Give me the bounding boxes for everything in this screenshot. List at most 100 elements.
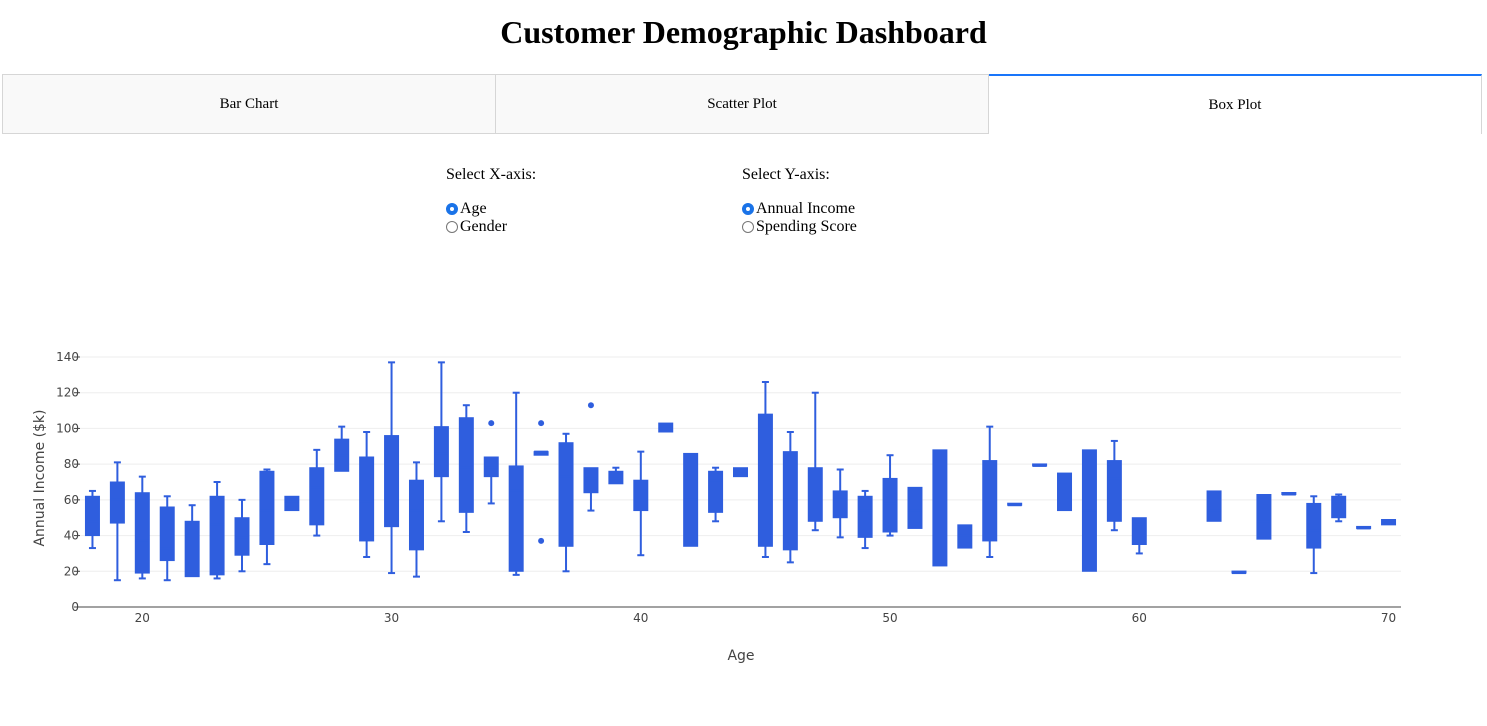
box-age-64[interactable] — [1231, 570, 1247, 575]
page-title: Customer Demographic Dashboard — [500, 14, 987, 50]
box-age-29[interactable] — [359, 431, 375, 558]
box-age-58[interactable] — [1081, 449, 1097, 572]
box-age-22[interactable] — [184, 504, 200, 578]
y-tick-label: 60 — [64, 493, 79, 507]
box-age-35[interactable] — [508, 391, 524, 576]
y-axis-option-spending-score[interactable]: Spending Score — [742, 218, 857, 236]
box-age-42[interactable] — [683, 452, 699, 547]
box-age-43[interactable] — [708, 466, 724, 523]
box-body — [907, 486, 923, 529]
box-age-24[interactable] — [234, 498, 250, 573]
tab-scatter-plot[interactable]: Scatter Plot — [496, 74, 989, 134]
box-body — [458, 417, 474, 513]
tab-bar: Bar Chart Scatter Plot Box Plot — [2, 74, 1482, 134]
box-age-45[interactable] — [757, 381, 773, 558]
box-body — [1331, 495, 1347, 519]
x-axis-option-gender[interactable]: Gender — [446, 218, 536, 236]
x-axis-label: Select X-axis: — [446, 166, 537, 183]
box-body — [309, 467, 325, 526]
y-tick-label: 80 — [64, 457, 79, 471]
box-age-55[interactable] — [1007, 502, 1023, 507]
box-age-47[interactable] — [807, 391, 823, 532]
box-body — [259, 470, 275, 546]
x-axis-option-age[interactable]: Age — [446, 200, 536, 218]
box-age-69[interactable] — [1356, 525, 1372, 530]
outlier-point — [488, 420, 495, 427]
box-age-66[interactable] — [1281, 492, 1297, 496]
box-age-36[interactable] — [533, 420, 549, 544]
box-body — [832, 490, 848, 519]
box-body — [882, 477, 898, 533]
radio-checked-icon[interactable] — [446, 203, 458, 215]
box-body — [757, 413, 773, 547]
box-body — [1306, 502, 1322, 549]
box-age-59[interactable] — [1106, 439, 1122, 532]
radio-unchecked-icon[interactable] — [742, 221, 754, 233]
x-axis-option-label: Age — [460, 200, 487, 217]
box-age-53[interactable] — [957, 524, 973, 549]
outlier-point — [538, 420, 545, 427]
tab-box-plot[interactable]: Box Plot — [989, 74, 1482, 134]
radio-unchecked-icon[interactable] — [446, 221, 458, 233]
box-age-18[interactable] — [84, 489, 100, 550]
box-age-39[interactable] — [608, 466, 624, 485]
box-body — [84, 495, 100, 537]
box-age-70[interactable] — [1381, 519, 1397, 526]
box-age-40[interactable] — [633, 450, 649, 557]
box-age-28[interactable] — [334, 425, 350, 472]
box-age-46[interactable] — [782, 431, 798, 564]
box-body — [708, 470, 724, 513]
y-axis-option-annual-income[interactable]: Annual Income — [742, 200, 857, 218]
y-tick-label: 100 — [56, 421, 79, 435]
box-age-51[interactable] — [907, 486, 923, 529]
box-age-41[interactable] — [658, 422, 674, 433]
box-body — [857, 495, 873, 538]
box-age-65[interactable] — [1256, 494, 1272, 540]
box-body — [1131, 517, 1147, 545]
tab-bar-chart[interactable]: Bar Chart — [2, 74, 496, 134]
box-age-33[interactable] — [458, 404, 474, 533]
box-age-30[interactable] — [384, 361, 400, 575]
box-body — [159, 506, 175, 562]
x-tick-label: 50 — [882, 611, 897, 625]
box-age-56[interactable] — [1032, 463, 1048, 467]
box-age-60[interactable] — [1131, 517, 1147, 555]
box-age-19[interactable] — [109, 461, 125, 582]
box-body — [359, 456, 375, 542]
box-age-63[interactable] — [1206, 490, 1222, 522]
box-age-26[interactable] — [284, 495, 300, 512]
box-age-23[interactable] — [209, 481, 225, 580]
box-age-44[interactable] — [733, 467, 748, 478]
box-age-49[interactable] — [857, 489, 873, 550]
box-age-27[interactable] — [309, 448, 325, 537]
box-body — [932, 449, 948, 567]
box-age-34[interactable] — [483, 420, 499, 505]
box-age-37[interactable] — [558, 432, 574, 573]
box-age-50[interactable] — [882, 454, 898, 537]
box-age-20[interactable] — [134, 475, 150, 580]
box-body — [558, 442, 574, 547]
box-age-21[interactable] — [159, 495, 175, 582]
box-series[interactable] — [84, 361, 1397, 582]
y-tick-label: 120 — [56, 386, 79, 400]
box-age-54[interactable] — [982, 425, 998, 558]
box-age-68[interactable] — [1331, 493, 1347, 523]
box-body — [433, 426, 449, 478]
outlier-point — [538, 537, 545, 544]
box-age-38[interactable] — [583, 402, 599, 512]
outlier-point — [587, 402, 594, 409]
box-age-31[interactable] — [408, 461, 424, 578]
box-age-32[interactable] — [433, 361, 449, 523]
box-age-52[interactable] — [932, 449, 948, 567]
box-age-25[interactable] — [259, 468, 275, 566]
box-body — [1206, 490, 1222, 522]
box-age-48[interactable] — [832, 468, 848, 539]
box-body — [134, 492, 150, 574]
box-age-57[interactable] — [1057, 472, 1073, 512]
radio-checked-icon[interactable] — [742, 203, 754, 215]
x-axis-title: Age — [727, 648, 754, 664]
box-age-67[interactable] — [1306, 495, 1322, 575]
box-body — [982, 460, 998, 542]
